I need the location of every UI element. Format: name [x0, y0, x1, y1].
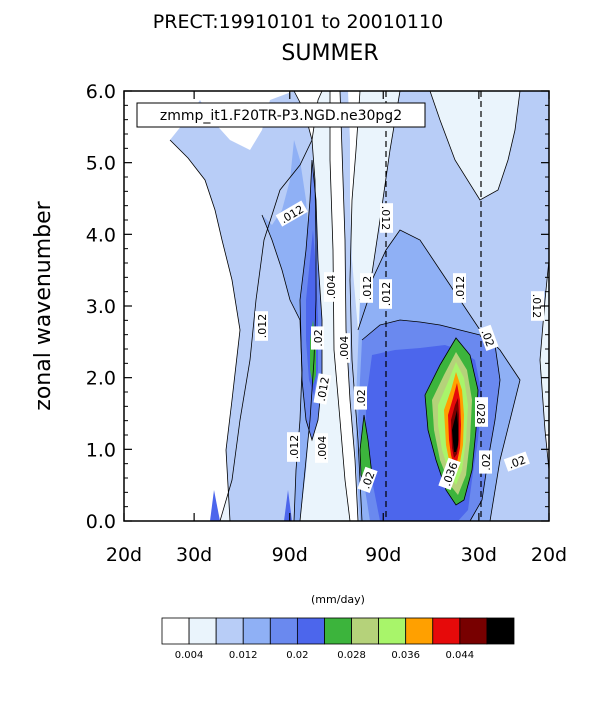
contour-label: .02: [357, 466, 378, 493]
colorbar-swatch: [296, 617, 325, 645]
svg-text:.028: .028: [474, 400, 487, 425]
colorbar-swatch: [269, 617, 298, 645]
x-tick-label: 90d: [365, 544, 401, 566]
x-tick-label: 20d: [106, 544, 142, 566]
contour-label: .012: [453, 273, 467, 303]
colorbar-label: 0.036: [391, 650, 420, 661]
svg-text:.012: .012: [454, 276, 467, 301]
colorbar-swatch: [188, 617, 217, 645]
colorbar-swatch: [378, 617, 407, 645]
contour-label: .02: [354, 386, 368, 410]
colorbar-label: 0.004: [175, 650, 204, 661]
svg-text:.004: .004: [325, 275, 338, 300]
contour-label: .012: [379, 279, 393, 309]
contour-label: .028: [474, 397, 488, 427]
y-tick-label: 6.0: [86, 81, 116, 103]
y-tick-label: 1.0: [86, 439, 116, 461]
y-tick-label: 2.0: [86, 368, 116, 390]
y-tick-label: 5.0: [86, 153, 116, 175]
contour-label: .02: [311, 326, 325, 350]
colorbar-swatch: [324, 617, 352, 645]
x-axis: 20d 30d 90d 90d 30d 20d: [106, 91, 567, 566]
svg-text:.004: .004: [338, 336, 351, 361]
svg-text:.02: .02: [359, 470, 377, 491]
svg-text:.02: .02: [480, 453, 493, 471]
contour-label: .004: [337, 333, 351, 363]
svg-text:.012: .012: [361, 276, 374, 301]
y-tick-label: 0.0: [86, 511, 116, 533]
contour-label: .012: [313, 373, 332, 405]
colorbar-swatch: [405, 617, 434, 645]
svg-text:.012: .012: [256, 314, 269, 339]
svg-text:.02: .02: [312, 329, 325, 347]
svg-text:.012: .012: [288, 435, 301, 460]
colorbar-swatch: [242, 617, 271, 645]
contour-label: .012: [379, 203, 393, 233]
contour-label: .012: [360, 273, 374, 303]
svg-text:.02: .02: [355, 389, 368, 407]
contour-label: .02: [503, 451, 530, 472]
annotation-box: zmmp_it1.F20TR-P3.NGD.ne30pg2: [136, 102, 426, 128]
contour-label: .004: [315, 433, 329, 463]
colorbar-swatch: [215, 617, 244, 645]
y-tick-label: 3.0: [86, 296, 116, 318]
annotation-text: zmmp_it1.F20TR-P3.NGD.ne30pg2: [160, 108, 402, 124]
svg-text:.012: .012: [379, 206, 392, 231]
colorbar-swatch: [486, 617, 515, 645]
colorbar-label: 0.02: [286, 650, 308, 661]
x-tick-label: 90d: [272, 544, 308, 566]
chart-subtitle: SUMMER: [281, 41, 378, 66]
contour-label: .012: [530, 291, 544, 321]
colorbar: 0.004 0.012 0.02 0.028 0.036 0.044: [161, 617, 515, 661]
colorbar-swatch: [432, 617, 461, 645]
colorbar-label: 0.028: [337, 650, 366, 661]
colorbar-swatch: [161, 617, 190, 645]
x-tick-label: 20d: [531, 544, 567, 566]
y-tick-label: 4.0: [86, 224, 116, 246]
y-axis-label: zonal wavenumber: [31, 200, 56, 410]
svg-text:.012: .012: [530, 294, 543, 319]
y-axis: 0.0 1.0 2.0 3.0 4.0 5.0 6.0: [86, 81, 549, 533]
svg-text:.02: .02: [507, 453, 528, 471]
svg-text:.02: .02: [478, 328, 496, 349]
colorbar-label: 0.012: [229, 650, 258, 661]
contour-label: .012: [255, 311, 269, 341]
contour-label: .02: [478, 324, 499, 351]
colorbar-swatch: [351, 617, 380, 645]
svg-text:.012: .012: [315, 376, 332, 402]
x-tick-label: 30d: [176, 544, 212, 566]
x-tick-label: 30d: [461, 544, 497, 566]
contour-labels: .012 .012 .02 .012 .004 .004 .004 .012 .012 .012.…: [255, 200, 544, 493]
contour-label: .004: [324, 272, 338, 302]
svg-text:.004: .004: [316, 436, 329, 461]
contour-label: .012: [287, 432, 301, 462]
contour-label: .02: [479, 450, 493, 474]
colorbar-label: 0.044: [446, 650, 475, 661]
svg-text:.012: .012: [380, 282, 393, 307]
colorbar-swatch: [459, 617, 488, 645]
chart-title: PRECT:19910101 to 20010110: [153, 11, 443, 33]
units-label: (mm/day): [311, 593, 365, 606]
contour-fill-0052: [452, 410, 458, 452]
plot-area: [123, 90, 550, 522]
